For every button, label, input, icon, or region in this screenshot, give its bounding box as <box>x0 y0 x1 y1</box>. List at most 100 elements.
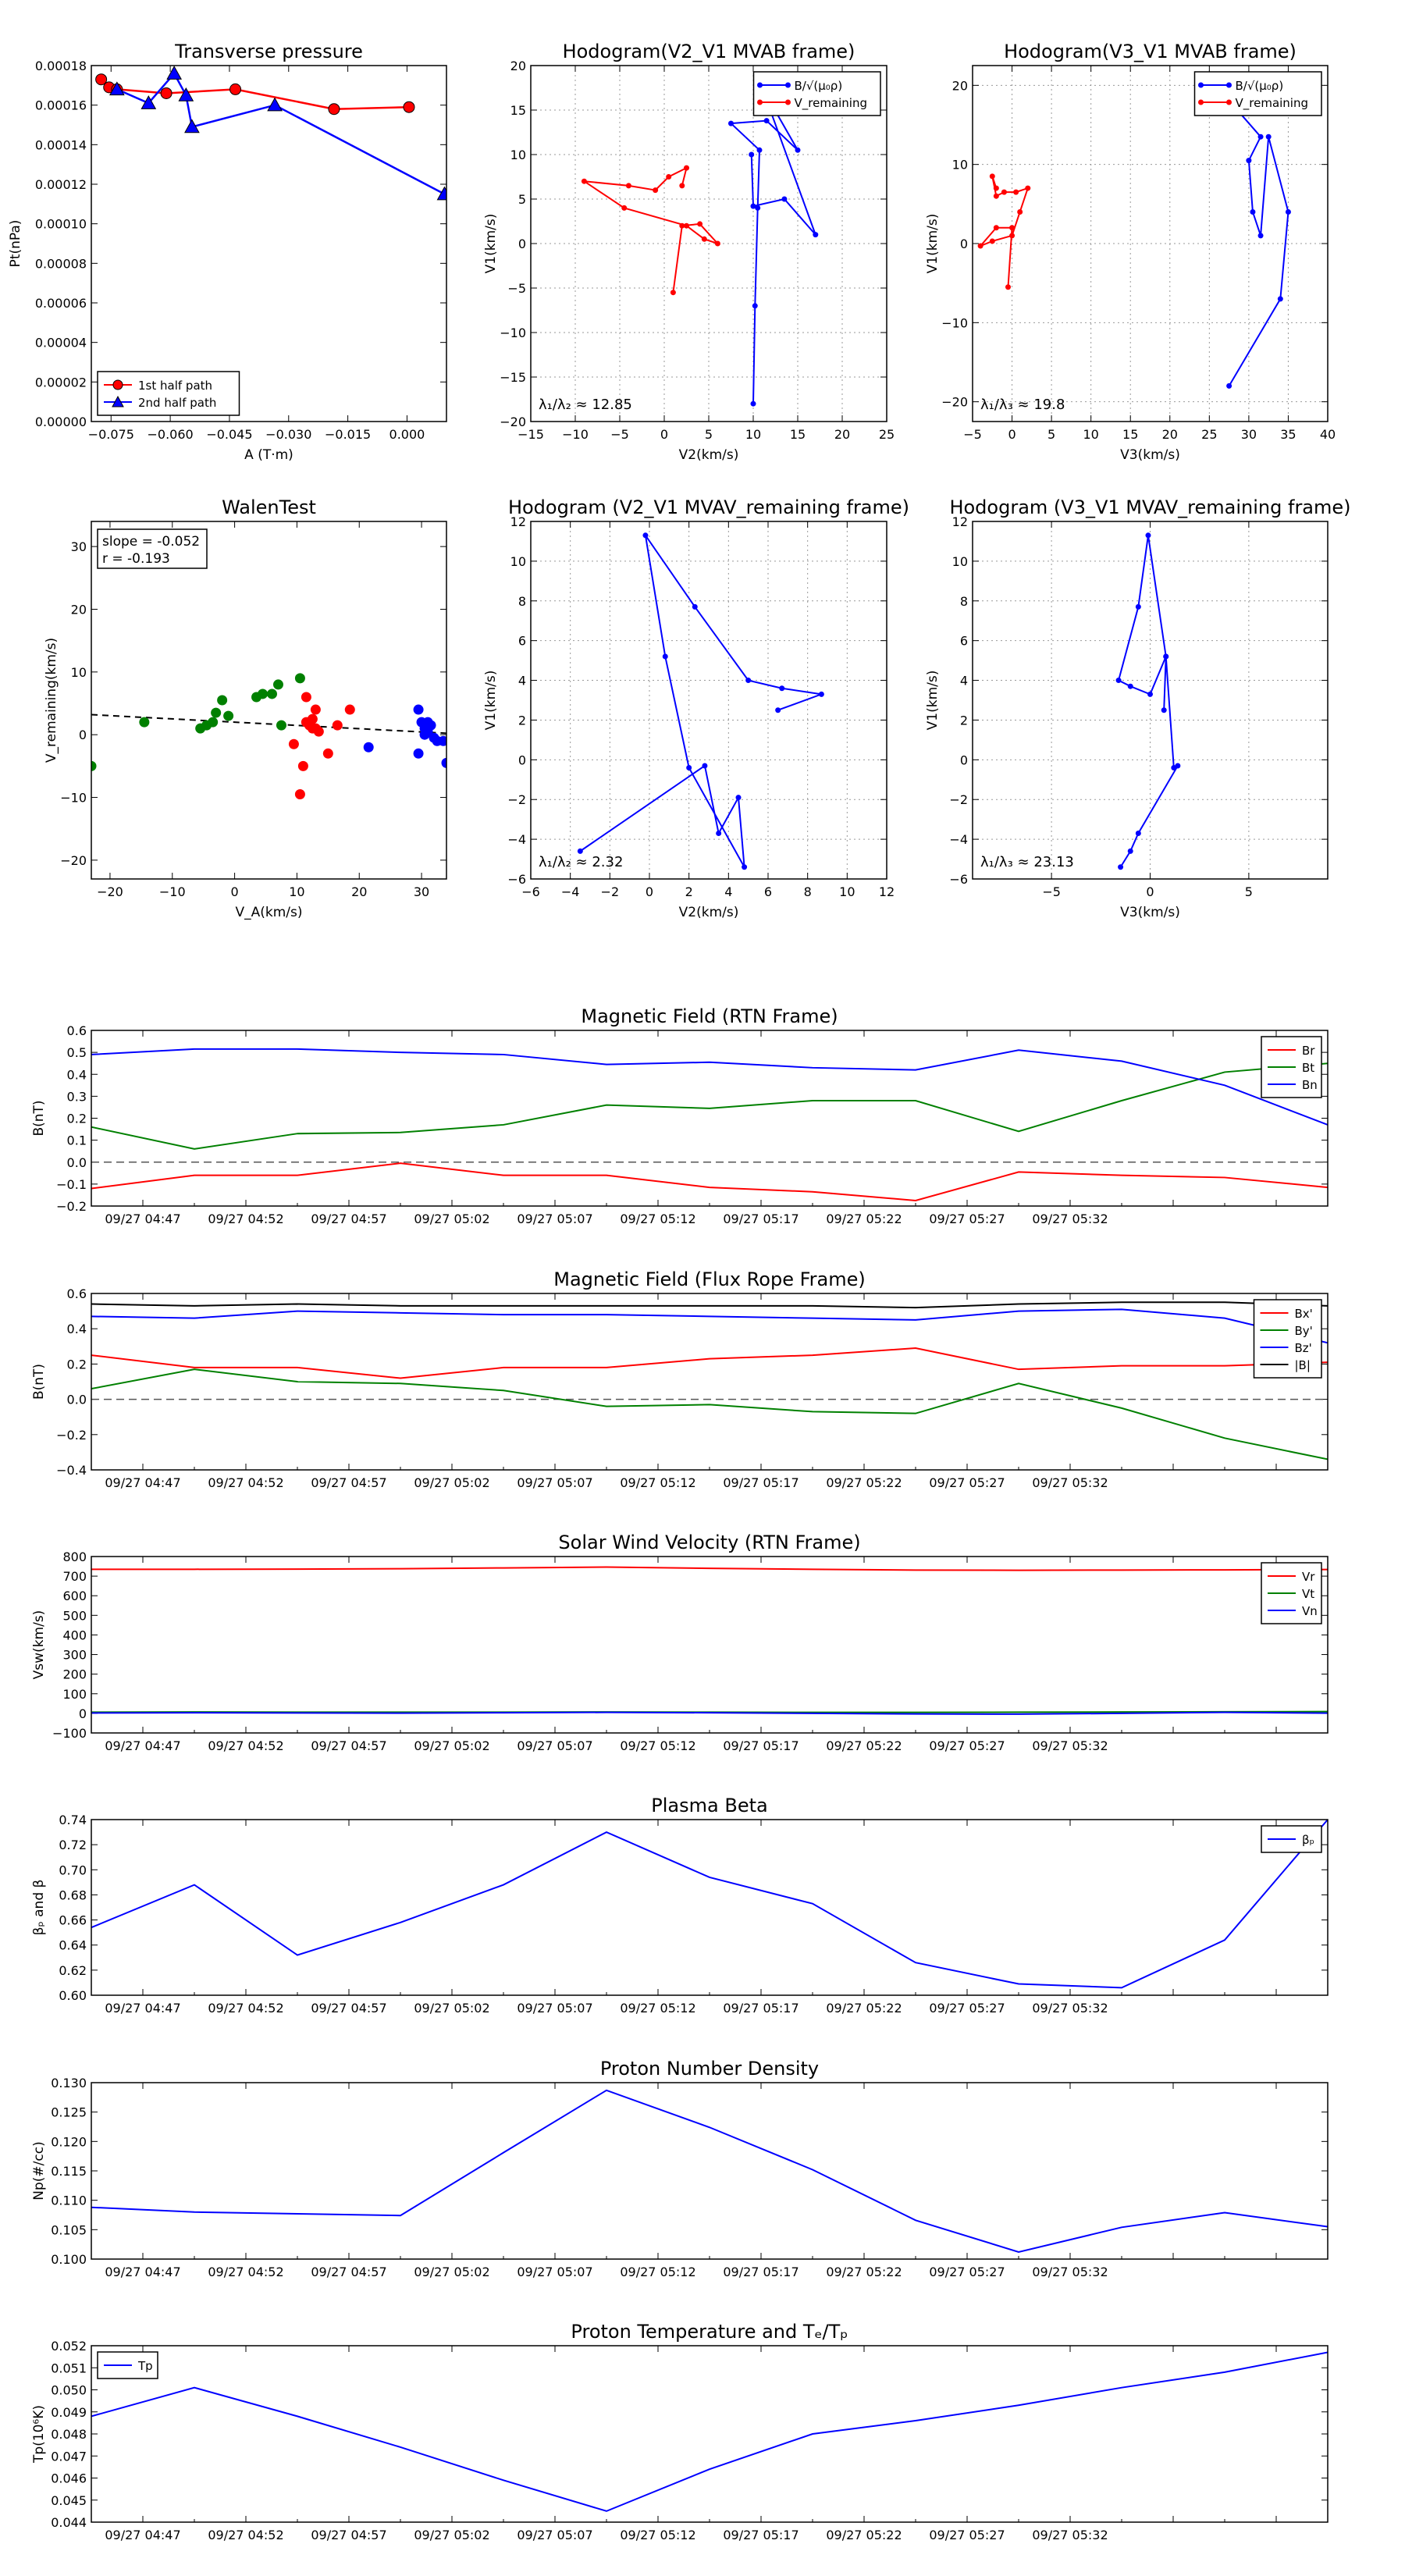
series-line-0 <box>91 2089 1328 2253</box>
y-tick-label: 800 <box>62 1550 87 1564</box>
x-tick-label: 5 <box>705 427 713 442</box>
y-tick-label: 15 <box>510 103 526 118</box>
y-tick-label: 2 <box>518 713 526 728</box>
x-tick-label: 10 <box>745 427 761 442</box>
series-line-1 <box>91 1368 1328 1461</box>
y-tick-label: −5 <box>507 281 526 296</box>
y-tick-label: −15 <box>500 370 526 385</box>
scatter-point <box>310 704 321 715</box>
data-point <box>109 81 125 96</box>
walen-stat-line: slope = -0.052 <box>102 534 200 550</box>
y-axis-label: V1(km/s) <box>483 214 499 274</box>
y-tick-label: 200 <box>62 1667 87 1682</box>
legend: βₚ <box>1261 1825 1322 1853</box>
y-tick-label: 300 <box>62 1648 87 1663</box>
x-tick-label: 09/27 05:02 <box>414 2001 489 2016</box>
series-line-1 <box>91 1062 1328 1150</box>
data-point <box>95 73 108 86</box>
y-tick-label: 0.00016 <box>35 98 87 113</box>
data-point <box>1127 848 1133 854</box>
data-point <box>702 763 708 769</box>
y-tick-label: 0.110 <box>51 2194 87 2208</box>
data-point <box>749 151 755 158</box>
y-tick-label: 0.1 <box>67 1133 87 1148</box>
y-tick-label: 0.2 <box>67 1357 87 1372</box>
y-tick-label: 0 <box>960 753 968 767</box>
y-tick-label: 0.4 <box>67 1067 87 1082</box>
data-point <box>1257 133 1264 140</box>
axes-frame <box>530 65 887 422</box>
y-tick-label: 0.00012 <box>35 177 87 192</box>
y-tick-label: −0.2 <box>56 1199 87 1214</box>
y-tick-label: 10 <box>952 554 968 569</box>
y-tick-label: 0.64 <box>59 1938 87 1953</box>
legend-label: Vn <box>1302 1604 1318 1618</box>
y-tick-label: −0.1 <box>56 1177 87 1192</box>
legend: Bx' By' Bz' |B| <box>1253 1299 1322 1379</box>
series-line-3 <box>91 1301 1328 1309</box>
data-point <box>1226 382 1232 389</box>
scatter-point <box>441 757 446 768</box>
x-tick-label: 0 <box>660 427 668 442</box>
data-point <box>670 290 676 296</box>
x-tick-label: 40 <box>1320 427 1336 442</box>
legend-label: Bt <box>1302 1061 1314 1075</box>
data-point <box>1246 158 1252 164</box>
x-tick-label: 09/27 05:22 <box>826 2265 902 2279</box>
x-tick-label: 09/27 04:52 <box>208 2001 283 2016</box>
scatter-point <box>211 707 222 718</box>
y-tick-label: 0.045 <box>51 2493 87 2508</box>
legend: 1st half path 2nd half path <box>97 371 240 416</box>
x-tick-label: 10 <box>289 884 304 899</box>
y-tick-label: −0.4 <box>56 1463 87 1478</box>
scatter-point <box>307 713 318 724</box>
series-line-0 <box>579 535 822 868</box>
y-tick-label: −4 <box>949 832 968 847</box>
x-tick-label: 09/27 05:02 <box>414 1475 489 1490</box>
x-tick-label: 09/27 05:32 <box>1032 1738 1108 1753</box>
data-point <box>686 765 692 771</box>
y-tick-label: −6 <box>507 872 526 887</box>
y-tick-label: 2 <box>960 713 968 728</box>
x-tick-label: 09/27 04:52 <box>208 2528 283 2542</box>
plot-area <box>91 673 446 800</box>
y-axis-label: βₚ and β <box>31 1880 47 1936</box>
axes-frame <box>972 65 1329 422</box>
y-axis-label: V1(km/s) <box>483 671 499 731</box>
y-tick-label: 0 <box>79 728 87 742</box>
x-tick-label: −2 <box>601 884 620 899</box>
scatter-point <box>258 688 269 699</box>
chart-title: Proton Temperature and Tₑ/Tₚ <box>571 2321 848 2343</box>
data-point <box>756 147 763 153</box>
eigenvalue-ratio-annotation: λ₁/λ₂ ≈ 12.85 <box>539 397 632 413</box>
x-tick-label: −5 <box>610 427 629 442</box>
x-tick-label: 09/27 05:12 <box>620 2001 695 2016</box>
x-tick-label: 09/27 04:52 <box>208 1738 283 1753</box>
data-point <box>625 183 631 189</box>
x-tick-label: 30 <box>414 884 429 899</box>
x-tick-label: 12 <box>879 884 895 899</box>
y-tick-label: 0.048 <box>51 2427 87 2442</box>
y-axis-label: Tp(10⁶K) <box>31 2405 47 2464</box>
data-point <box>1005 284 1011 290</box>
x-tick-label: 09/27 05:02 <box>414 2528 489 2542</box>
y-tick-label: 0.049 <box>51 2405 87 2420</box>
data-point <box>775 707 781 713</box>
y-tick-label: −0.2 <box>56 1428 87 1443</box>
scatter-point <box>217 695 228 706</box>
scatter-point <box>276 720 286 731</box>
chart-title: Solar Wind Velocity (RTN Frame) <box>558 1532 860 1553</box>
chart-hr21: Hodogram (V2_V1 MVAV_remaining frame)−6−… <box>483 496 909 920</box>
series-line-2 <box>91 1308 1328 1344</box>
x-tick-label: 09/27 05:07 <box>517 2528 592 2542</box>
y-tick-label: −6 <box>949 872 968 887</box>
y-tick-label: 0 <box>518 753 526 767</box>
y-tick-label: 10 <box>510 148 526 162</box>
x-tick-label: 09/27 05:32 <box>1032 2265 1108 2279</box>
data-point <box>742 864 748 870</box>
x-tick-label: 09/27 05:22 <box>826 1212 902 1226</box>
x-tick-label: 09/27 05:27 <box>929 1738 1005 1753</box>
walen-stat-line: r = -0.193 <box>102 551 170 567</box>
x-axis-label: A (T·m) <box>244 447 293 463</box>
